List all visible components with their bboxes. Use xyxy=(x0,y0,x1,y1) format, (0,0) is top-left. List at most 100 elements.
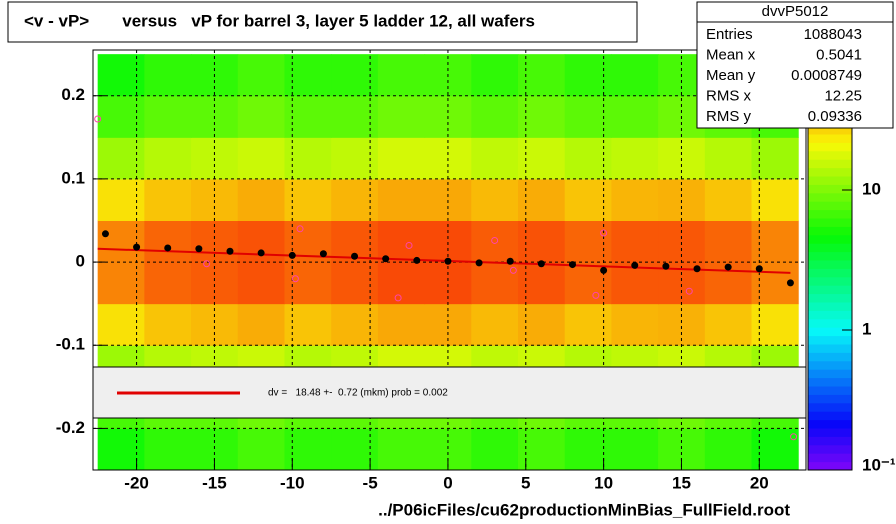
outlier-point xyxy=(394,294,402,302)
heat-cell xyxy=(564,178,612,221)
heat-cell xyxy=(237,262,285,305)
heat-cell xyxy=(331,178,379,221)
profile-point xyxy=(133,243,141,251)
heat-cell xyxy=(751,137,799,180)
color-bar-cell xyxy=(808,268,852,278)
color-bar-cell xyxy=(808,369,852,379)
color-bar-cell xyxy=(808,218,852,227)
heat-cell xyxy=(284,95,332,138)
profile-point xyxy=(382,255,390,263)
color-bar-cell xyxy=(808,327,852,337)
profile-point xyxy=(164,244,172,252)
heat-cell xyxy=(97,137,145,180)
heat-cell xyxy=(564,220,612,263)
heat-cell xyxy=(144,95,192,138)
heat-cell xyxy=(517,178,566,221)
heat-cell xyxy=(237,137,285,180)
heat-cell xyxy=(471,428,519,470)
outlier-point xyxy=(600,229,608,237)
profile-point xyxy=(631,261,639,269)
heat-cell xyxy=(704,178,753,221)
x-tick-label: 5 xyxy=(521,473,530,492)
heat-cell xyxy=(331,428,379,470)
heat-cell xyxy=(237,303,285,346)
profile-point xyxy=(693,265,701,273)
color-bar-cell xyxy=(808,377,852,387)
plot-frame xyxy=(92,49,807,471)
chart-title: <v - vP> versus vP for barrel 3, layer 5… xyxy=(24,11,535,30)
heat-cell xyxy=(237,428,285,470)
heat-cell xyxy=(377,137,426,180)
heat-cell xyxy=(704,220,753,263)
color-bar-cell xyxy=(808,260,852,269)
color-bar-cell xyxy=(808,243,852,253)
color-bar-cell xyxy=(808,251,852,261)
heat-cell xyxy=(284,303,332,346)
profile-point xyxy=(537,260,545,268)
y-tick-label: 0 xyxy=(76,252,85,271)
heat-cell xyxy=(144,220,192,263)
color-bar-cell xyxy=(808,318,852,328)
color-bar-cell xyxy=(808,142,852,152)
heat-cell xyxy=(564,95,612,138)
heat-cell xyxy=(611,303,659,346)
heat-cell xyxy=(611,262,659,305)
heat-cell xyxy=(144,137,192,180)
heat-cell xyxy=(284,54,332,97)
heat-cell xyxy=(144,303,192,346)
color-bar-cell xyxy=(808,209,852,219)
heat-cell xyxy=(331,262,379,305)
heat-cell xyxy=(471,95,519,138)
color-bar-cell xyxy=(808,360,852,370)
footer: ../P06icFiles/cu62productionMinBias_Full… xyxy=(378,500,790,519)
x-tick-label: 15 xyxy=(672,473,691,492)
heat-cell xyxy=(237,54,285,97)
y-tick-label: -0.1 xyxy=(56,335,85,354)
y-tick-label: -0.2 xyxy=(56,418,85,437)
heat-cell xyxy=(377,303,426,346)
stats-label: Mean y xyxy=(706,67,756,84)
heat-cell xyxy=(564,428,612,470)
heat-cell xyxy=(144,54,192,97)
color-bar-cell xyxy=(808,453,852,463)
heat-cell xyxy=(751,220,799,263)
color-bar-cell xyxy=(808,201,852,211)
outlier-point xyxy=(296,225,304,233)
heat-cell xyxy=(97,303,145,346)
heat-cell xyxy=(377,428,426,470)
profile-point xyxy=(351,252,359,260)
profile-point xyxy=(600,266,608,274)
color-bar-cell xyxy=(808,310,852,320)
heat-cell xyxy=(144,178,192,221)
heat-cell xyxy=(471,137,519,180)
heat-cell xyxy=(611,178,659,221)
fit-line xyxy=(97,247,791,274)
heat-cell xyxy=(331,303,379,346)
heat-cell xyxy=(704,428,753,470)
profile-point xyxy=(101,230,109,238)
heat-cell xyxy=(331,54,379,97)
heat-cell xyxy=(471,178,519,221)
outlier-point xyxy=(790,433,798,441)
profile-point xyxy=(226,247,234,255)
profile-point xyxy=(506,257,514,265)
x-tick-label: 0 xyxy=(443,473,452,492)
heat-cell xyxy=(377,54,426,97)
stats-title: dvvP5012 xyxy=(762,3,829,20)
heat-cell xyxy=(517,137,566,180)
profile-point xyxy=(195,245,203,253)
x-tick-label: -20 xyxy=(124,473,149,492)
heat-cell xyxy=(751,178,799,221)
stats-label: RMS x xyxy=(706,87,752,104)
color-bar-cell xyxy=(808,461,852,471)
color-bar-cell xyxy=(808,352,852,362)
stats-value: 12.25 xyxy=(824,87,862,104)
outlier-point xyxy=(291,275,299,283)
color-bar-cell xyxy=(808,176,852,185)
profile-point xyxy=(413,256,421,264)
color-bar-cell xyxy=(808,285,852,295)
heat-cell xyxy=(97,262,145,305)
heat-cell xyxy=(284,137,332,180)
heat-cell xyxy=(611,137,659,180)
